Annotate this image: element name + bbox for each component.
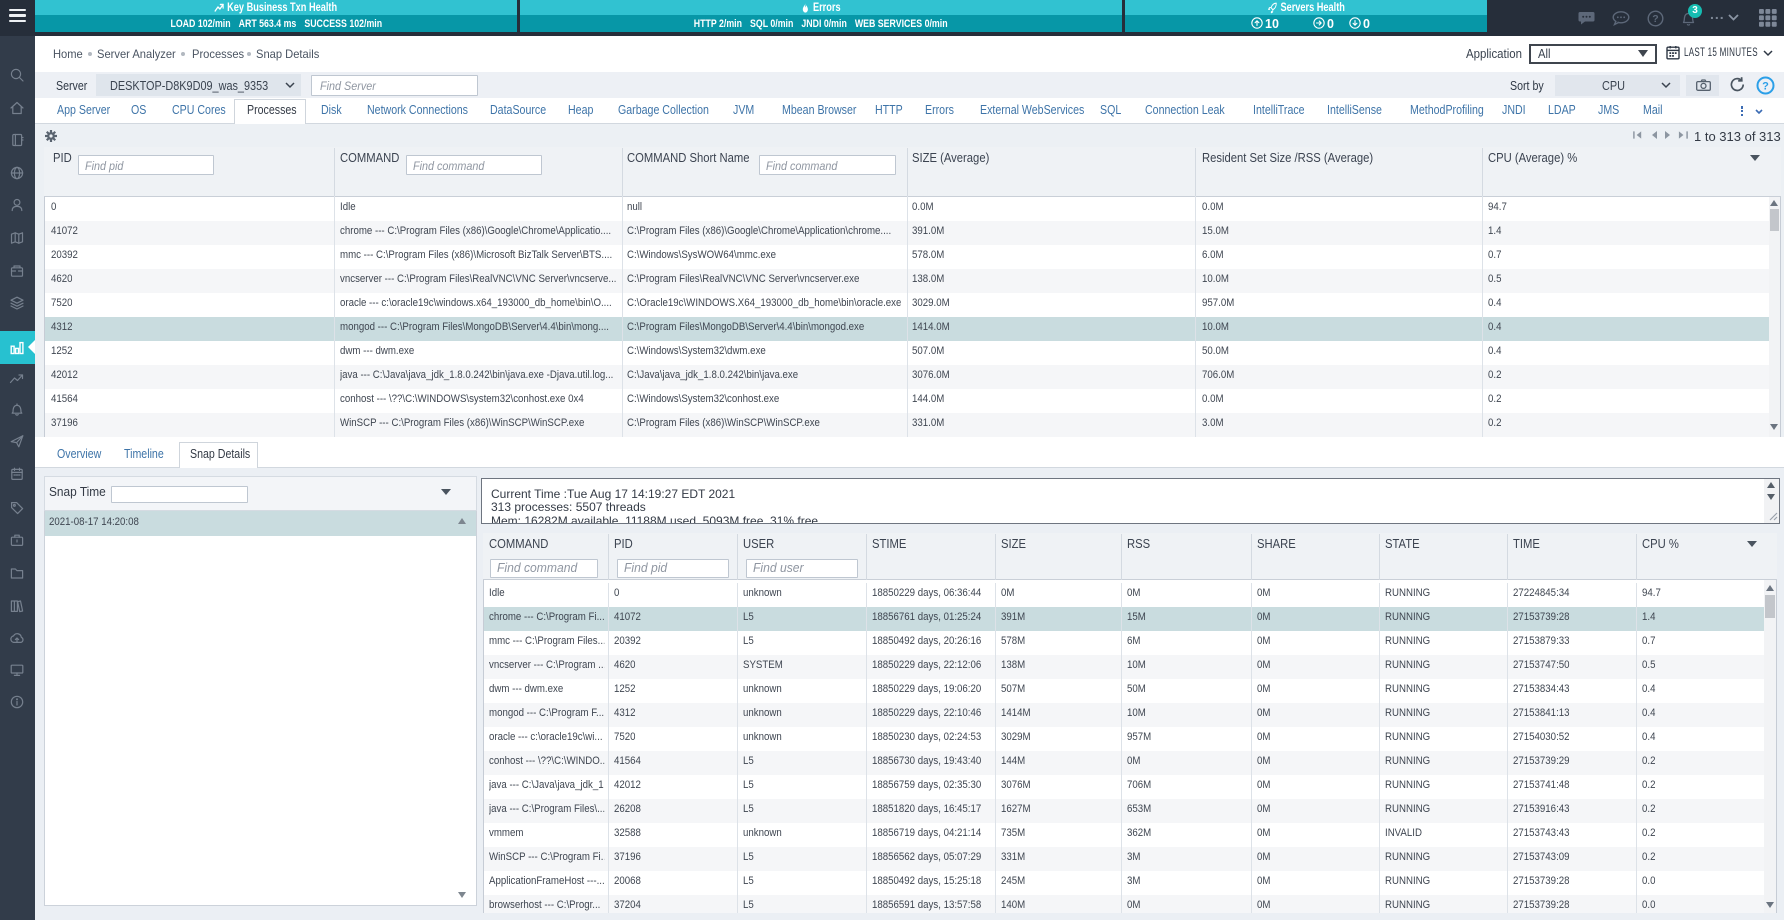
svg-text:?: ? — [1762, 80, 1769, 92]
svg-text:?: ? — [1652, 13, 1658, 25]
